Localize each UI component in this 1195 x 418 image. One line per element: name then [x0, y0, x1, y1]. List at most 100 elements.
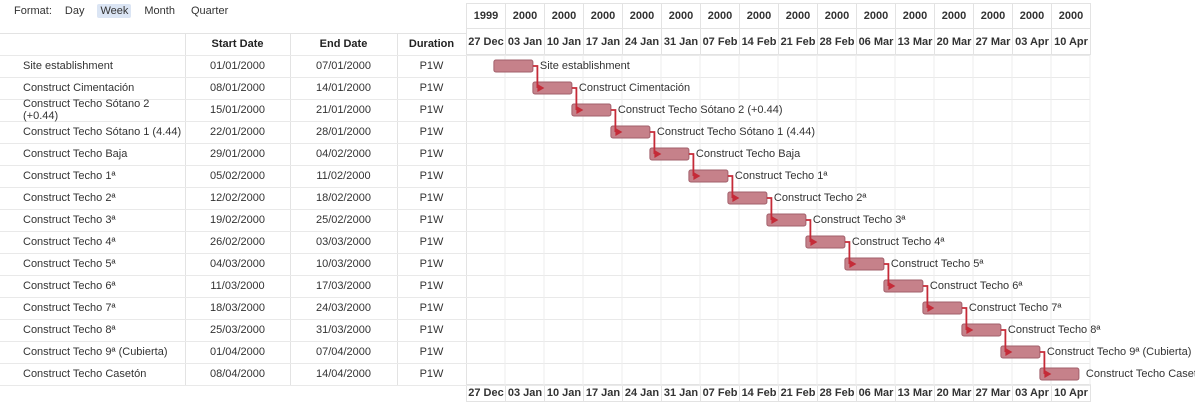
week-cell: 31 Jan: [661, 28, 701, 55]
task-bar-label: Construct Techo 9ª (Cubierta): [1046, 346, 1192, 358]
row-separator: [0, 297, 1090, 298]
gantt-bar: [961, 323, 1002, 337]
year-cell: 2000: [934, 3, 974, 29]
year-cell: 2000: [622, 3, 662, 29]
task-duration-cell: P1W: [419, 192, 444, 204]
task-duration-cell: P1W: [419, 126, 444, 138]
format-bar: Format: Day Week Month Quarter: [14, 4, 231, 18]
task-name-cell: Construct Techo 6ª: [23, 280, 116, 292]
week-cell: 13 Mar: [895, 28, 935, 55]
task-duration-cell: P1W: [419, 324, 444, 336]
task-end-cell: 21/01/2000: [315, 104, 372, 116]
dependency-arrowhead: [693, 172, 701, 180]
task-name-cell: Construct Techo Casetón: [23, 368, 147, 380]
gantt-bar: [766, 213, 807, 227]
row-separator: [0, 209, 1090, 210]
bottom-week-cell: 03 Apr: [1012, 384, 1052, 402]
task-bar-label: Construct Techo 6ª: [929, 280, 1023, 292]
bottom-week-cell: 07 Feb: [700, 384, 740, 402]
week-cell: 24 Jan: [622, 28, 662, 55]
task-end-cell: 31/03/2000: [315, 324, 372, 336]
task-bar-label: Construct Techo Sótano 2 (+0.44): [617, 104, 783, 116]
year-cell: 2000: [856, 3, 896, 29]
table-header-start-date: Start Date: [211, 38, 264, 50]
task-name-cell: Construct Techo 8ª: [23, 324, 116, 336]
dependency-arrowhead: [888, 282, 896, 290]
task-end-cell: 28/01/2000: [315, 126, 372, 138]
task-duration-cell: P1W: [419, 236, 444, 248]
task-duration-cell: P1W: [419, 214, 444, 226]
task-end-cell: 04/02/2000: [315, 148, 372, 160]
format-option-week[interactable]: Week: [97, 4, 132, 18]
row-separator: [0, 55, 1090, 56]
task-name-cell: Construct Techo Sótano 1 (4.44): [23, 126, 182, 138]
task-bar-label: Construct Techo 2ª: [773, 192, 867, 204]
year-cell: 2000: [973, 3, 1013, 29]
task-name-cell: Construct Techo 4ª: [23, 236, 116, 248]
bottom-week-cell: 27 Mar: [973, 384, 1013, 402]
bottom-week-cell: 24 Jan: [622, 384, 662, 402]
bottom-week-cell: 10 Jan: [544, 384, 584, 402]
format-option-month[interactable]: Month: [144, 5, 175, 17]
task-start-cell: 12/02/2000: [209, 192, 266, 204]
dependency-arrowhead: [927, 304, 935, 312]
year-cell: 2000: [778, 3, 818, 29]
gantt-bar: [922, 301, 963, 315]
year-cell: 2000: [1051, 3, 1091, 29]
bottom-week-cell: 21 Feb: [778, 384, 818, 402]
dependency-arrowhead: [1044, 370, 1052, 378]
dependency-arrowhead: [732, 194, 740, 202]
task-start-cell: 25/03/2000: [209, 324, 266, 336]
gantt-bar: [1039, 367, 1080, 381]
task-duration-cell: P1W: [419, 280, 444, 292]
task-start-cell: 15/01/2000: [209, 104, 266, 116]
year-cell: 2000: [700, 3, 740, 29]
task-start-cell: 08/04/2000: [209, 368, 266, 380]
task-name-cell: Construct Techo 9ª (Cubierta): [23, 346, 168, 358]
week-cell: 17 Jan: [583, 28, 623, 55]
dependency-arrowhead: [537, 84, 545, 92]
year-cell: 2000: [583, 3, 623, 29]
week-cell: 27 Dec: [466, 28, 506, 55]
task-start-cell: 26/02/2000: [209, 236, 266, 248]
year-cell: 2000: [1012, 3, 1052, 29]
task-start-cell: 18/03/2000: [209, 302, 266, 314]
bottom-week-cell: 28 Feb: [817, 384, 857, 402]
format-option-day[interactable]: Day: [64, 5, 85, 17]
row-separator: [0, 187, 1090, 188]
year-cell: 2000: [661, 3, 701, 29]
bottom-week-cell: 14 Feb: [739, 384, 779, 402]
week-cell: 14 Feb: [739, 28, 779, 55]
bottom-week-cell: 10 Apr: [1051, 384, 1091, 402]
task-name-cell: Construct Techo 7ª: [23, 302, 116, 314]
task-end-cell: 18/02/2000: [315, 192, 372, 204]
gantt-bar: [844, 257, 885, 271]
dependency-arrowhead: [1005, 348, 1013, 356]
task-bar-label: Construct Techo Baja: [695, 148, 801, 160]
task-name-cell: Construct Techo Baja: [23, 148, 128, 160]
dependency-arrowhead: [654, 150, 662, 158]
task-end-cell: 11/02/2000: [316, 170, 371, 182]
table-top-border: [0, 33, 466, 34]
task-duration-cell: P1W: [419, 148, 444, 160]
row-separator: [0, 275, 1090, 276]
task-start-cell: 08/01/2000: [209, 82, 266, 94]
row-separator: [0, 77, 1090, 78]
format-option-quarter[interactable]: Quarter: [190, 5, 229, 17]
task-name-cell: Construct Cimentación: [23, 82, 135, 94]
gantt-bar: [493, 59, 534, 73]
year-cell: 2000: [895, 3, 935, 29]
task-start-cell: 19/02/2000: [209, 214, 266, 226]
row-separator: [0, 253, 1090, 254]
week-cell: 10 Apr: [1051, 28, 1091, 55]
gantt-bar: [883, 279, 924, 293]
bottom-week-cell: 17 Jan: [583, 384, 623, 402]
format-label: Format:: [14, 5, 52, 17]
task-duration-cell: P1W: [419, 60, 444, 72]
row-separator: [0, 319, 1090, 320]
bottom-week-cell: 20 Mar: [934, 384, 974, 402]
row-separator: [0, 385, 1090, 386]
task-bar-label: Construct Techo 3ª: [812, 214, 906, 226]
task-bar-label: Construct Techo Sótano 1 (4.44): [656, 126, 816, 138]
